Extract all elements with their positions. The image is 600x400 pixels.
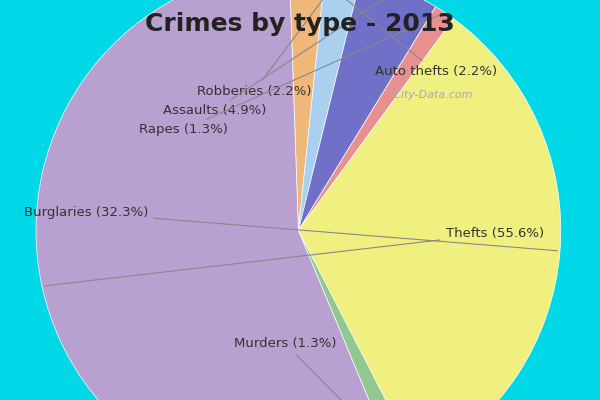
Text: City-Data.com: City-Data.com: [386, 90, 473, 100]
Text: Crimes by type - 2013: Crimes by type - 2013: [145, 12, 455, 36]
Text: Thefts (55.6%): Thefts (55.6%): [45, 227, 544, 286]
Wedge shape: [298, 7, 454, 230]
Wedge shape: [298, 230, 419, 400]
Text: Robberies (2.2%): Robberies (2.2%): [197, 0, 342, 98]
Wedge shape: [289, 0, 326, 230]
Text: Rapes (1.3%): Rapes (1.3%): [139, 14, 442, 136]
Wedge shape: [36, 0, 399, 400]
Text: Assaults (4.9%): Assaults (4.9%): [163, 0, 397, 117]
Text: Murders (1.3%): Murders (1.3%): [235, 338, 407, 400]
Wedge shape: [298, 0, 361, 230]
Text: Burglaries (32.3%): Burglaries (32.3%): [23, 206, 557, 251]
Wedge shape: [298, 19, 561, 400]
Text: Auto thefts (2.2%): Auto thefts (2.2%): [310, 0, 497, 78]
Wedge shape: [298, 0, 436, 230]
